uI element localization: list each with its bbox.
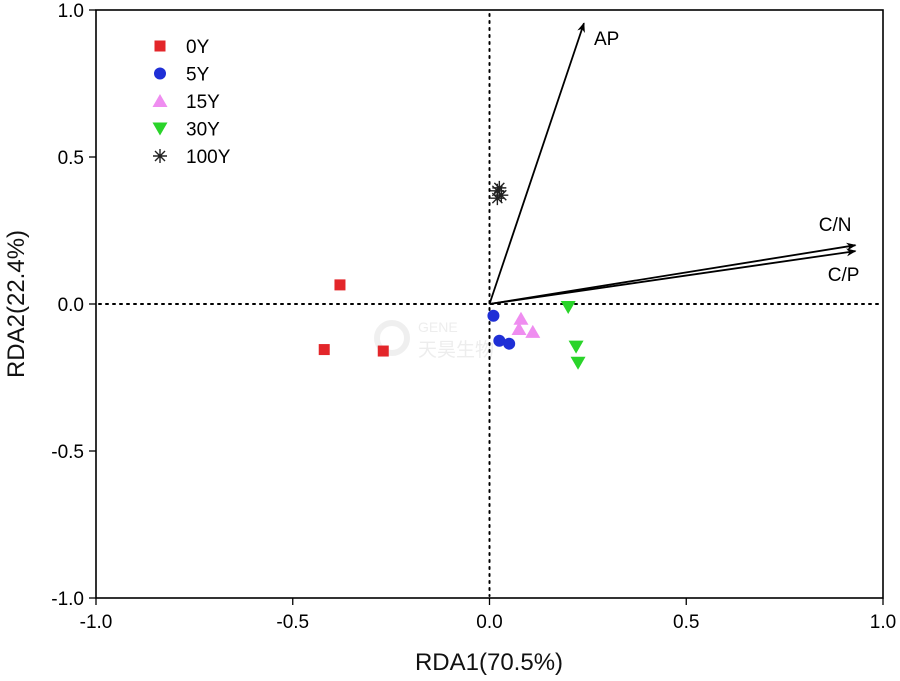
legend-marker-5y: [154, 67, 166, 80]
vector-label: AP: [594, 29, 619, 50]
legend-label: 5Y: [186, 65, 210, 86]
vector-arrow: [489, 248, 857, 305]
point-15y: [513, 311, 529, 325]
point-5y: [487, 309, 500, 322]
y-tick-label: 0.0: [58, 295, 84, 316]
legend-marker-100y: [153, 149, 167, 163]
point-100y: [494, 188, 509, 203]
point-5y: [503, 337, 516, 350]
vector-arrow: [488, 22, 585, 305]
environment-vectors: AP C/N C/P: [488, 22, 860, 305]
vector-label: C/N: [819, 215, 852, 236]
point-5y: [493, 334, 506, 347]
vector-arrow: [489, 242, 857, 305]
vector-label: C/P: [828, 265, 860, 286]
x-tick-label: 0.5: [673, 612, 699, 633]
point-30y: [570, 356, 586, 370]
sample-points: [318, 180, 586, 370]
legend-marker-0y: [154, 40, 166, 52]
watermark-text-cn: 天昊生物: [418, 339, 494, 361]
x-tick-label: 0.0: [476, 612, 502, 633]
x-axis-ticks: -1.0 -0.5 0.0 0.5 1.0: [80, 598, 896, 633]
point-0y: [318, 344, 330, 356]
legend-label: 15Y: [186, 92, 220, 113]
y-axis-title: RDA2(22.4%): [3, 230, 30, 378]
point-100y: [490, 191, 505, 206]
point-30y: [560, 300, 576, 314]
y-tick-label: 0.5: [58, 148, 84, 169]
y-tick-label: -1.0: [51, 589, 84, 610]
legend-label: 0Y: [186, 37, 210, 58]
legend-marker-30y: [152, 122, 168, 136]
legend-label: 30Y: [186, 120, 220, 141]
point-15y: [525, 324, 541, 338]
y-tick-label: 1.0: [58, 1, 84, 22]
point-15y: [511, 321, 527, 335]
x-tick-label: -1.0: [80, 612, 113, 633]
watermark: GENE 天昊生物: [374, 319, 494, 361]
legend-label: 100Y: [186, 147, 231, 168]
legend-marker-15y: [152, 94, 168, 107]
legend: 0Y 5Y 15Y 30Y 100Y: [152, 37, 231, 168]
point-0y: [334, 279, 346, 291]
point-0y: [377, 345, 389, 357]
y-tick-label: -0.5: [51, 442, 84, 463]
watermark-text-en: GENE: [418, 319, 458, 335]
point-30y: [568, 340, 584, 354]
watermark-logo: [374, 320, 410, 356]
x-tick-label: 1.0: [870, 612, 896, 633]
y-axis-ticks: 1.0 0.5 0.0 -0.5 -1.0: [51, 1, 96, 610]
x-tick-label: -0.5: [276, 612, 309, 633]
x-axis-title: RDA1(70.5%): [415, 649, 563, 676]
